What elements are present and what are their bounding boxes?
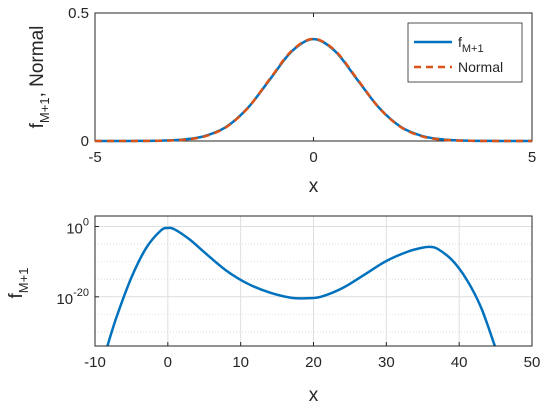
- top-xtick-label: -5: [88, 149, 101, 166]
- top-ylabel-base: f: [27, 122, 48, 128]
- bottom-ytick-label: 100: [66, 217, 89, 238]
- top-xtick-label: 0: [309, 149, 317, 166]
- legend-box: [407, 22, 523, 83]
- bottom-xtick-label: 30: [378, 354, 395, 371]
- top-yaxis-label: fM+1, Normal: [27, 26, 52, 129]
- bottom-ticks: -10 0 10 20 30 40 50 100 10-20: [56, 217, 540, 371]
- top-ytick-label: 0.5: [68, 5, 89, 22]
- bottom-ylabel-sub: M+1: [16, 268, 31, 294]
- top-ylabel-sub: M+1: [37, 97, 52, 123]
- bottom-xtick-label: 50: [524, 354, 541, 371]
- top-ticks: -5 0 500.5: [68, 5, 536, 166]
- bottom-ytick-label: 10-20: [56, 287, 89, 308]
- top-series-lines: [94, 37, 533, 143]
- legend-label-normal: Normal: [458, 59, 503, 75]
- legend-label-fm1-base: f: [458, 34, 462, 50]
- bottom-ylabel-base: f: [6, 292, 27, 298]
- bottom-xtick-label: -10: [84, 354, 106, 371]
- top-ytick-label: 0: [81, 133, 89, 150]
- bottom-xtick-label: 20: [305, 354, 322, 371]
- bottom-grid: [95, 216, 532, 346]
- top-xaxis-label: x: [309, 176, 319, 197]
- bottom-xtick-label: 0: [164, 354, 172, 371]
- top-ylabel-rest: , Normal: [27, 26, 48, 98]
- bottom-xtick-label: 10: [232, 354, 249, 371]
- legend-label-fm1-sub: M+1: [462, 43, 484, 55]
- legend: fM+1 Normal: [407, 22, 523, 83]
- bottom-plot: -10 0 10 20 30 40 50 100 10-20 x fM+1: [6, 215, 540, 406]
- top-plot: -5 0 500.5 x fM+1, Normal fM+1 Normal: [27, 5, 536, 197]
- top-xtick-label: 5: [528, 149, 536, 166]
- legend-label-fm1: fM+1: [458, 34, 484, 55]
- bottom-xaxis-label: x: [309, 385, 319, 406]
- series-line-fm1-log: [106, 226, 497, 346]
- bottom-xtick-label: 40: [451, 354, 468, 371]
- bottom-yaxis-label: fM+1: [6, 268, 31, 299]
- series-line-normal: [94, 37, 532, 143]
- bottom-series-lines: [106, 226, 497, 346]
